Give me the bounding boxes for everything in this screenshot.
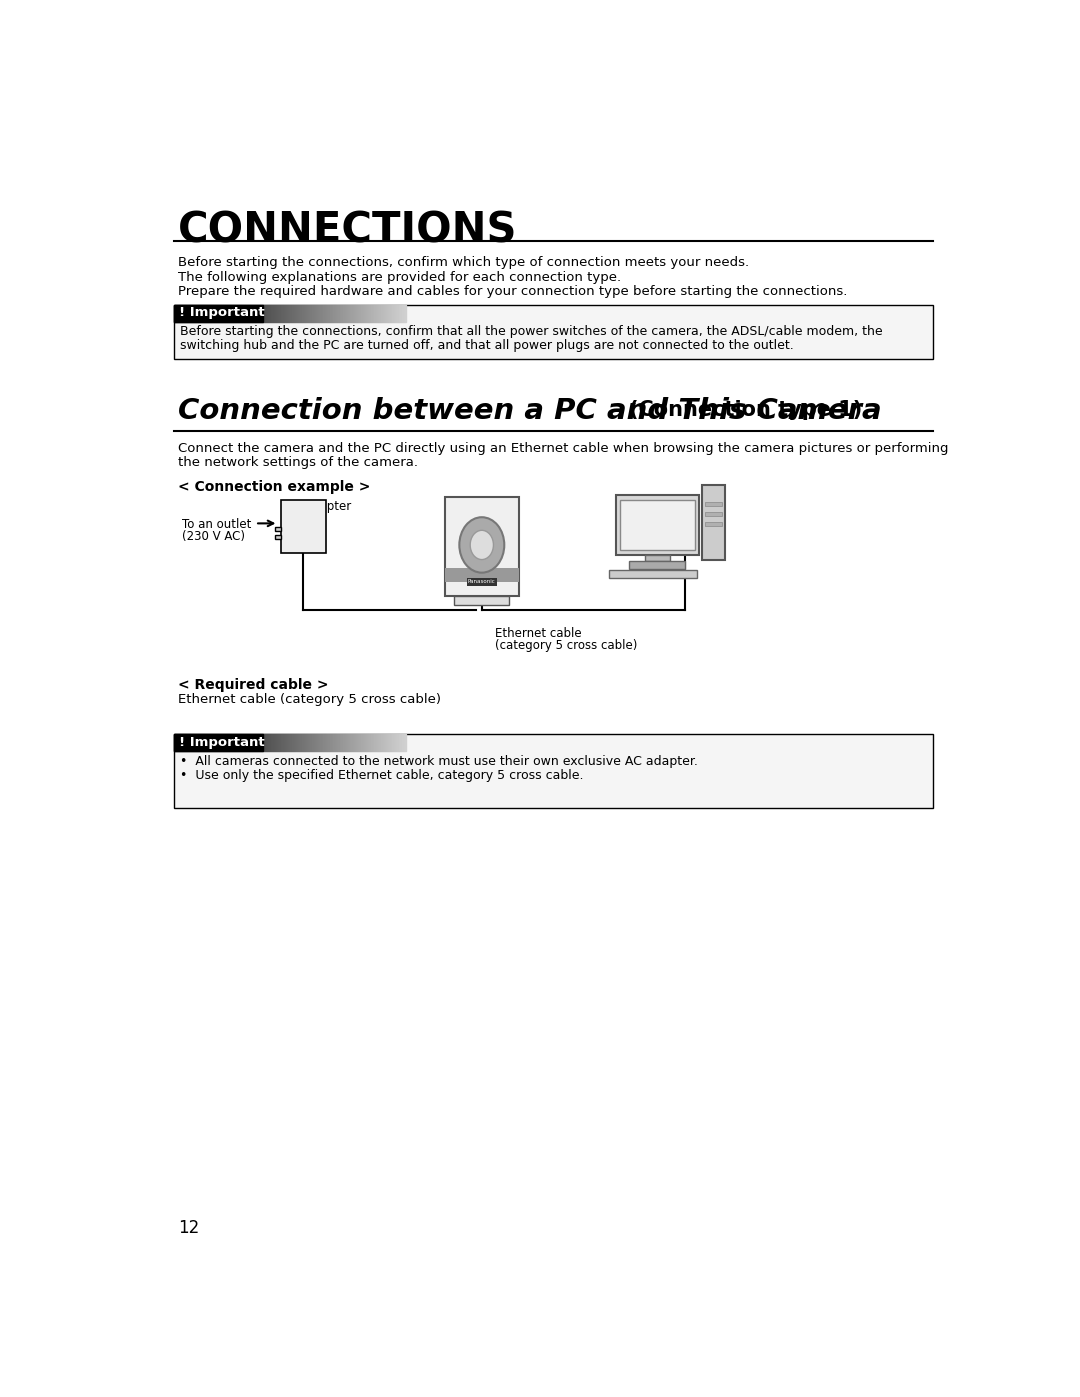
Bar xyxy=(174,305,262,321)
Bar xyxy=(704,511,721,517)
Text: Before starting the connections, confirm that all the power switches of the came: Before starting the connections, confirm… xyxy=(180,326,882,338)
Text: Prepare the required hardware and cables for your connection type before startin: Prepare the required hardware and cables… xyxy=(177,285,847,299)
Text: Before starting the connections, confirm which type of connection meets your nee: Before starting the connections, confirm… xyxy=(177,256,748,270)
Text: ! Important: ! Important xyxy=(179,736,265,749)
Text: < Connection example >: < Connection example > xyxy=(177,481,370,495)
Bar xyxy=(445,569,518,583)
Text: 12: 12 xyxy=(177,1218,199,1236)
Text: •  Use only the specified Ethernet cable, category 5 cross cable.: • Use only the specified Ethernet cable,… xyxy=(180,768,583,782)
Text: (230 V AC): (230 V AC) xyxy=(181,529,244,542)
Text: Ethernet cable (category 5 cross cable): Ethernet cable (category 5 cross cable) xyxy=(177,693,441,705)
Text: •  All cameras connected to the network must use their own exclusive AC adapter.: • All cameras connected to the network m… xyxy=(180,756,698,768)
Bar xyxy=(174,735,933,809)
Bar xyxy=(630,562,685,569)
Bar xyxy=(704,502,721,507)
Ellipse shape xyxy=(459,517,504,573)
Bar xyxy=(281,500,326,553)
Text: Connection between a PC and This Camera: Connection between a PC and This Camera xyxy=(177,397,881,425)
Bar xyxy=(616,495,699,555)
Bar xyxy=(274,535,282,539)
Text: Connect the camera and the PC directly using an Ethernet cable when browsing the: Connect the camera and the PC directly u… xyxy=(177,441,948,455)
Bar xyxy=(609,570,697,578)
Bar xyxy=(174,305,933,359)
Text: To an outlet: To an outlet xyxy=(181,518,251,531)
Text: CONNECTIONS: CONNECTIONS xyxy=(177,210,517,251)
Text: AC adapter: AC adapter xyxy=(284,500,351,513)
Text: (Connection type 1): (Connection type 1) xyxy=(630,400,863,420)
Bar xyxy=(455,595,510,605)
Bar xyxy=(704,522,721,527)
Text: (category 5 cross cable): (category 5 cross cable) xyxy=(496,638,638,652)
Text: The following explanations are provided for each connection type.: The following explanations are provided … xyxy=(177,271,621,284)
Bar xyxy=(702,485,725,560)
Ellipse shape xyxy=(470,531,494,560)
Bar xyxy=(174,735,262,752)
Bar xyxy=(645,555,670,562)
Text: ! Important: ! Important xyxy=(179,306,265,320)
Text: Panasonic: Panasonic xyxy=(468,580,496,584)
Bar xyxy=(445,497,518,595)
Bar xyxy=(274,527,282,531)
Bar xyxy=(620,500,694,549)
Text: switching hub and the PC are turned off, and that all power plugs are not connec: switching hub and the PC are turned off,… xyxy=(180,338,794,352)
Text: < Required cable >: < Required cable > xyxy=(177,678,328,692)
Text: the network settings of the camera.: the network settings of the camera. xyxy=(177,455,418,468)
Text: Ethernet cable: Ethernet cable xyxy=(496,627,582,640)
